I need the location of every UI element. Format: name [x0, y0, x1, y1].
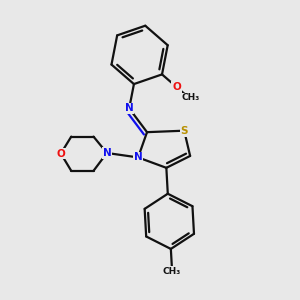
Text: N: N [103, 148, 111, 158]
Text: O: O [56, 148, 65, 159]
Text: CH₃: CH₃ [163, 267, 181, 276]
Text: N: N [134, 152, 142, 162]
Text: N: N [125, 103, 134, 113]
Text: CH₃: CH₃ [181, 93, 200, 102]
Text: O: O [172, 82, 181, 92]
Text: S: S [180, 126, 188, 136]
